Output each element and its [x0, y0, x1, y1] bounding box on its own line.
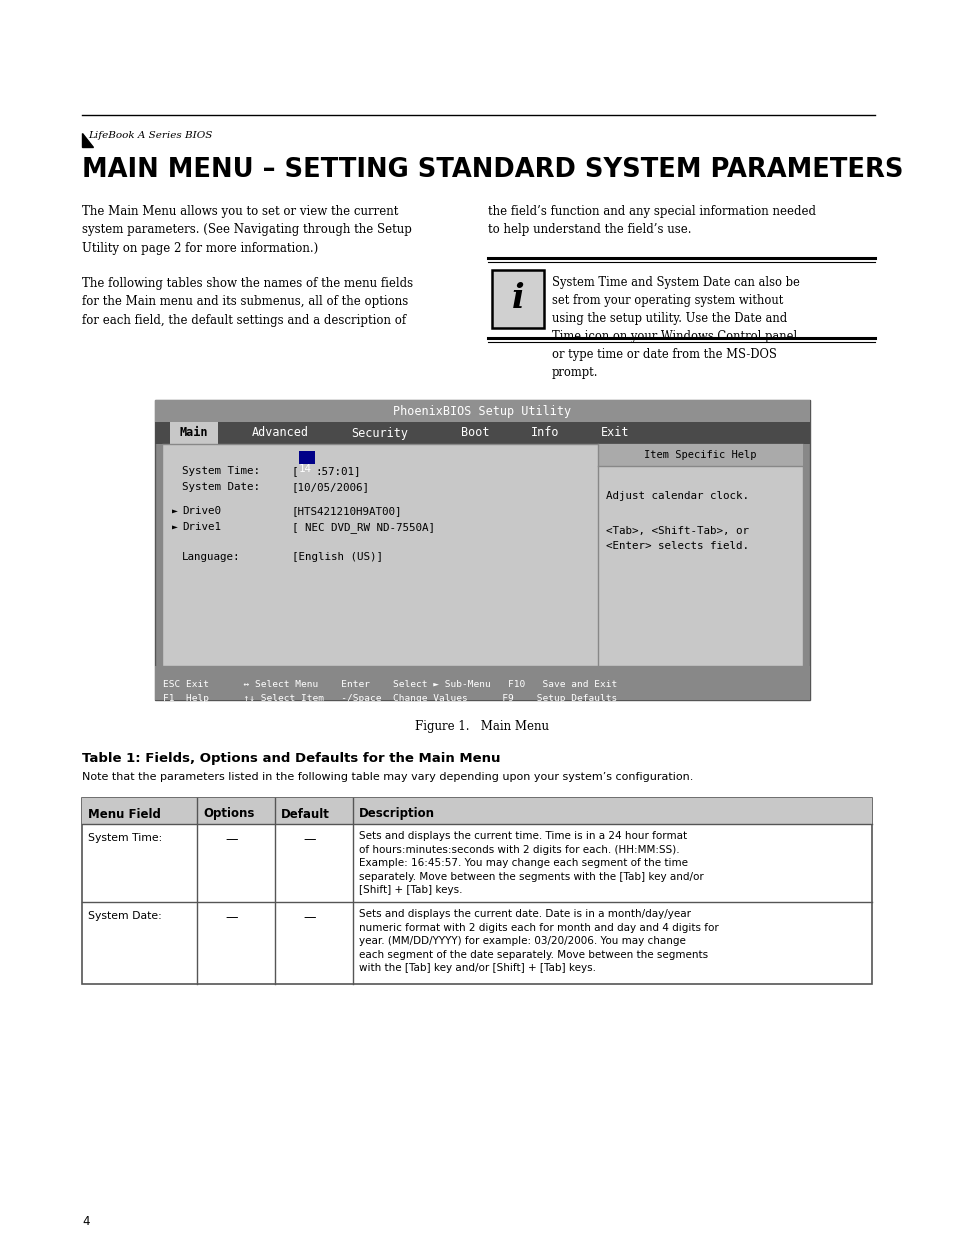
Text: The Main Menu allows you to set or view the current
system parameters. (See Navi: The Main Menu allows you to set or view …: [82, 205, 412, 254]
Text: System Time:: System Time:: [182, 466, 260, 475]
Text: LifeBook A Series BIOS: LifeBook A Series BIOS: [88, 131, 213, 140]
Text: 4: 4: [82, 1215, 90, 1228]
Text: Advanced: Advanced: [252, 426, 308, 440]
Bar: [492, 270, 543, 329]
Text: i: i: [511, 283, 524, 315]
Text: Drive0: Drive0: [182, 506, 221, 516]
Bar: [154, 400, 809, 422]
Text: MAIN MENU – SETTING STANDARD SYSTEM PARAMETERS: MAIN MENU – SETTING STANDARD SYSTEM PARA…: [82, 157, 902, 183]
Text: Exit: Exit: [600, 426, 629, 440]
Bar: [82, 798, 871, 824]
Text: ESC Exit      ↔ Select Menu    Enter    Select ► Sub-Menu   F10   Save and Exit: ESC Exit ↔ Select Menu Enter Select ► Su…: [163, 680, 617, 689]
Text: Adjust calendar clock.: Adjust calendar clock.: [605, 492, 748, 501]
Text: Main: Main: [179, 426, 208, 440]
Text: The following tables show the names of the menu fields
for the Main menu and its: The following tables show the names of t…: [82, 277, 413, 327]
Bar: [598, 445, 802, 466]
Bar: [82, 798, 871, 984]
Text: ►: ►: [172, 506, 177, 516]
Bar: [170, 422, 218, 445]
Text: [HTS421210H9AT00]: [HTS421210H9AT00]: [292, 506, 402, 516]
Text: System Time and System Date can also be
set from your operating system without
u: System Time and System Date can also be …: [552, 275, 799, 379]
Text: —: —: [226, 832, 238, 846]
Text: [10/05/2006]: [10/05/2006]: [292, 482, 370, 492]
Text: Sets and displays the current time. Time is in a 24 hour format
of hours:minutes: Sets and displays the current time. Time…: [358, 831, 703, 895]
Bar: [162, 445, 802, 666]
Text: Language:: Language:: [182, 552, 240, 562]
Text: —: —: [303, 832, 315, 846]
Text: Options: Options: [203, 808, 254, 820]
Bar: [154, 422, 809, 445]
Bar: [154, 400, 809, 700]
Text: [ NEC DVD_RW ND-7550A]: [ NEC DVD_RW ND-7550A]: [292, 522, 435, 534]
Text: [: [: [292, 466, 298, 475]
Text: Figure 1.   Main Menu: Figure 1. Main Menu: [416, 720, 549, 734]
Text: Sets and displays the current date. Date is in a month/day/year
numeric format w: Sets and displays the current date. Date…: [358, 909, 718, 973]
Bar: [154, 666, 809, 700]
Text: System Time:: System Time:: [88, 832, 162, 844]
Polygon shape: [82, 133, 92, 147]
Text: System Date:: System Date:: [88, 911, 162, 921]
Text: Note that the parameters listed in the following table may vary depending upon y: Note that the parameters listed in the f…: [82, 772, 693, 782]
Text: :57:01]: :57:01]: [314, 466, 360, 475]
Text: System Date:: System Date:: [182, 482, 260, 492]
Text: [English (US)]: [English (US)]: [292, 552, 382, 562]
Text: —: —: [226, 911, 238, 924]
Text: —: —: [303, 911, 315, 924]
Text: <Tab>, <Shift-Tab>, or
<Enter> selects field.: <Tab>, <Shift-Tab>, or <Enter> selects f…: [605, 526, 748, 551]
Text: 14: 14: [298, 464, 312, 474]
Text: Drive1: Drive1: [182, 522, 221, 532]
Text: Description: Description: [358, 808, 435, 820]
Text: Item Specific Help: Item Specific Help: [643, 450, 756, 459]
Text: Default: Default: [281, 808, 330, 820]
Text: F1  Help      ↑↓ Select Item   -/Space  Change Values      F9    Setup Defaults: F1 Help ↑↓ Select Item -/Space Change Va…: [163, 694, 617, 703]
Text: the field’s function and any special information needed
to help understand the f: the field’s function and any special inf…: [488, 205, 815, 236]
Bar: [298, 451, 314, 464]
Text: Menu Field: Menu Field: [88, 808, 161, 820]
Text: Table 1: Fields, Options and Defaults for the Main Menu: Table 1: Fields, Options and Defaults fo…: [82, 752, 500, 764]
Text: ►: ►: [172, 522, 177, 532]
Text: Security: Security: [351, 426, 408, 440]
Text: Info: Info: [530, 426, 558, 440]
Text: PhoenixBIOS Setup Utility: PhoenixBIOS Setup Utility: [393, 405, 571, 417]
Text: Boot: Boot: [460, 426, 489, 440]
